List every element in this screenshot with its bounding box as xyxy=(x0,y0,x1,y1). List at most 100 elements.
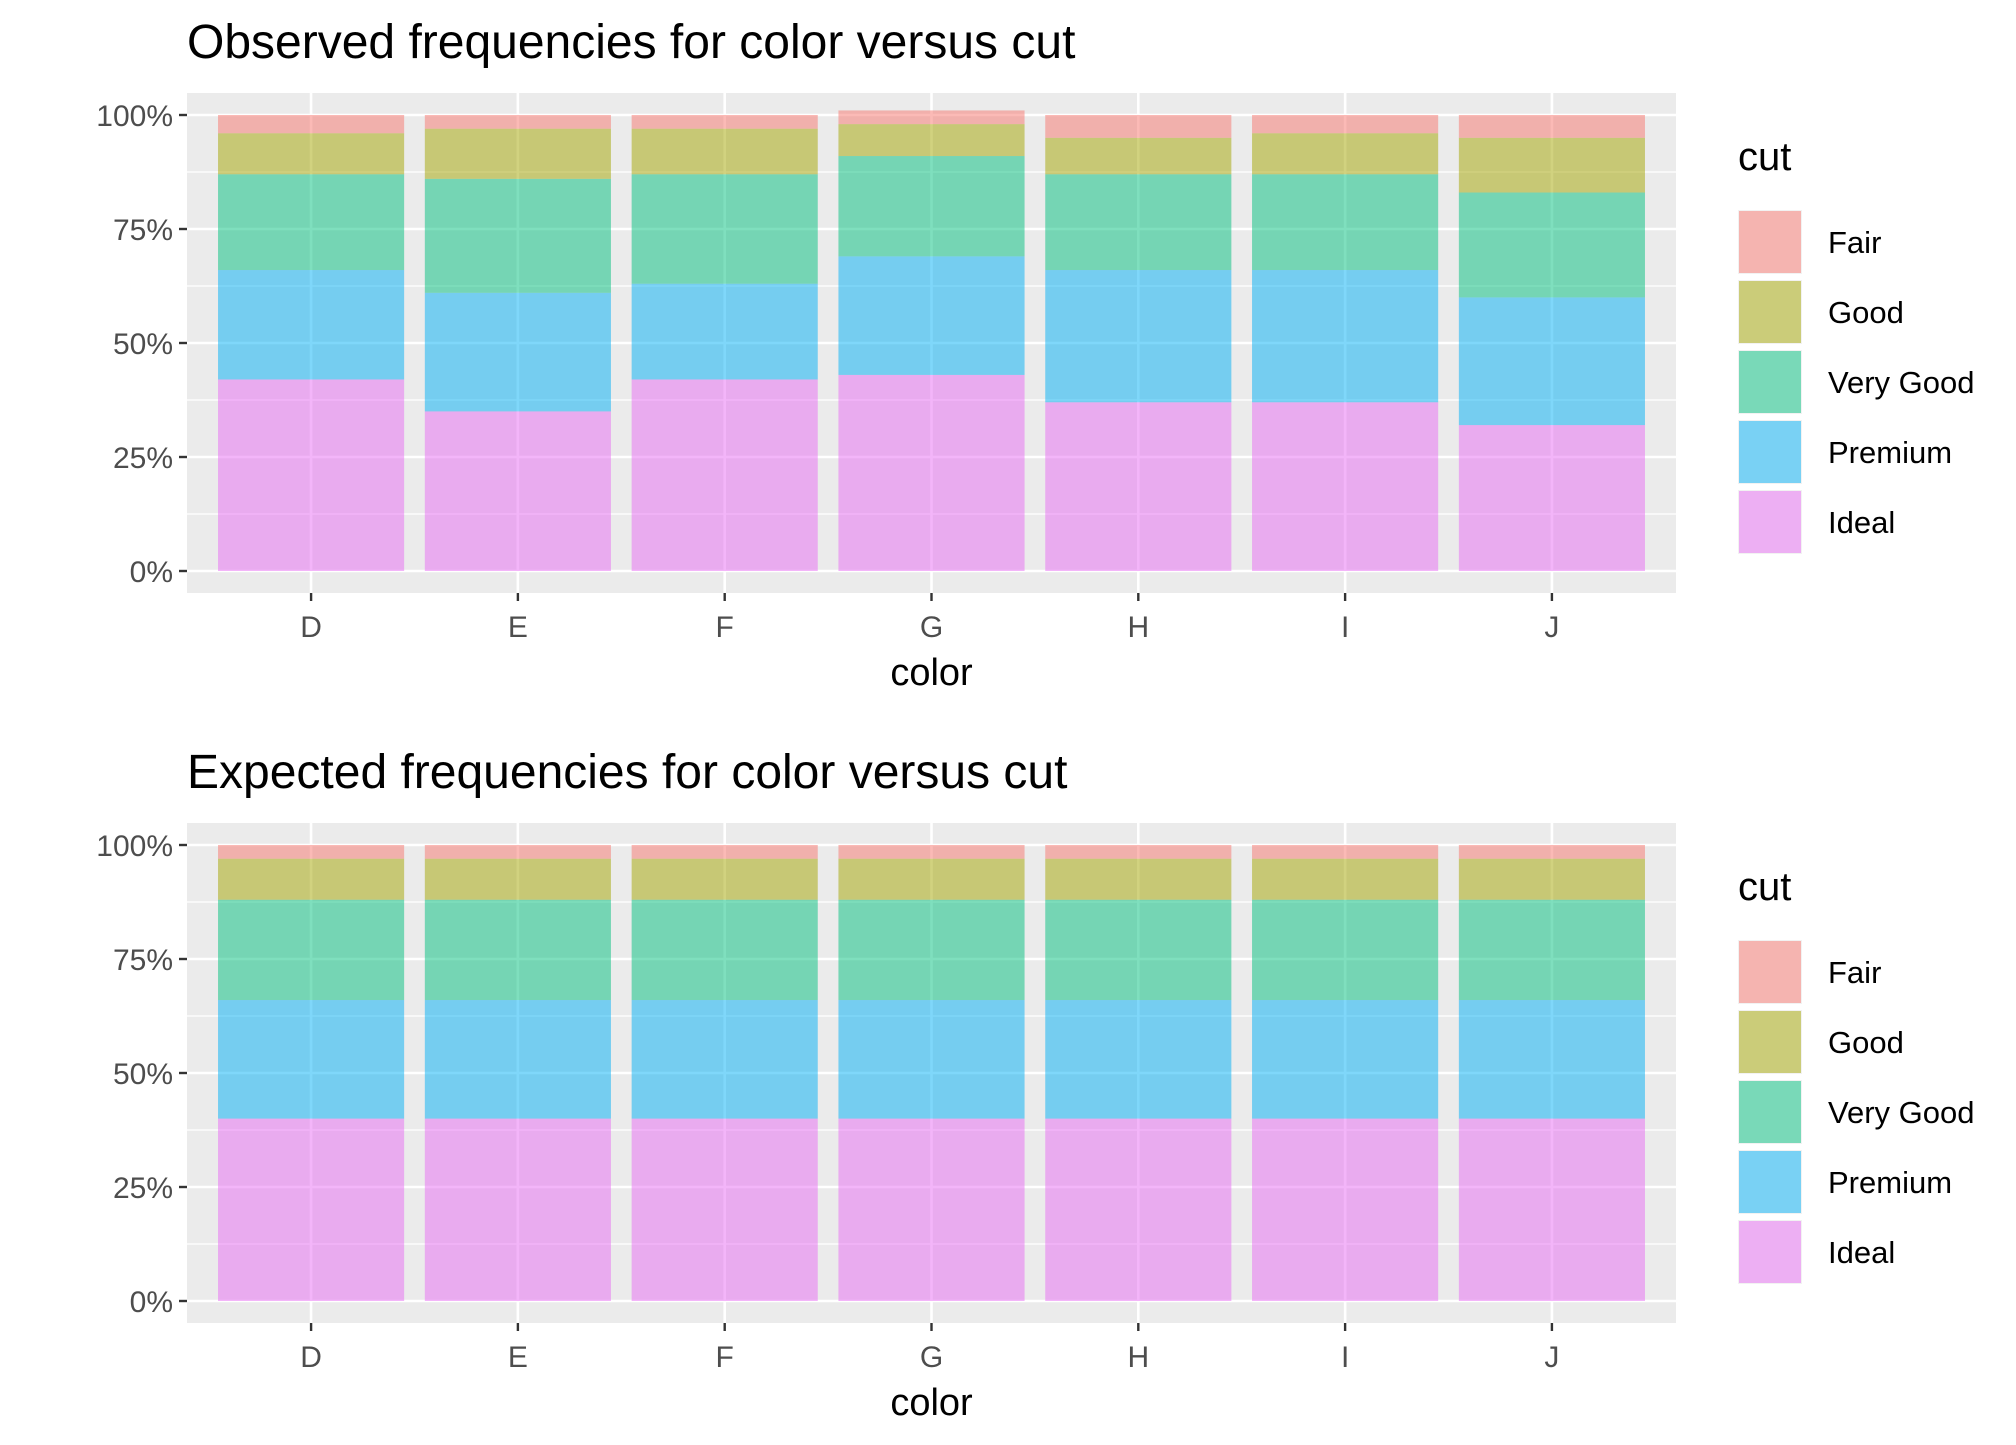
legend-key xyxy=(1739,281,1801,343)
bar-segment xyxy=(1045,1118,1232,1301)
x-tick-label: D xyxy=(300,611,322,644)
y-tick-label: 0% xyxy=(130,1286,173,1319)
y-tick-label: 50% xyxy=(113,1058,173,1091)
bar-segment xyxy=(1458,1118,1645,1301)
bar-segment xyxy=(218,133,405,175)
legend-label: Very Good xyxy=(1828,1095,1974,1130)
chart-title: Observed frequencies for color versus cu… xyxy=(187,16,1075,69)
x-tick-label: J xyxy=(1544,1341,1559,1374)
bar-segment xyxy=(1252,270,1439,403)
x-tick-label: G xyxy=(920,1341,943,1374)
bar-segment xyxy=(1045,270,1232,403)
bar-segment xyxy=(631,845,818,859)
bar-segment xyxy=(424,1118,611,1301)
legend-key xyxy=(1739,491,1801,553)
legend-key xyxy=(1739,351,1801,413)
bar-segment xyxy=(1045,137,1232,175)
bar-segment xyxy=(838,858,1025,900)
bar-segment xyxy=(1252,858,1439,900)
y-tick-label: 25% xyxy=(113,1172,173,1205)
bar-segment xyxy=(838,124,1025,157)
bar-segment xyxy=(1252,133,1439,175)
bar-segment xyxy=(1252,174,1439,271)
bar-segment xyxy=(1458,115,1645,138)
bar-segment xyxy=(838,374,1025,571)
x-tick-label: G xyxy=(920,611,943,644)
bar-segment xyxy=(218,845,405,859)
bar-segment xyxy=(631,1118,818,1301)
bar-segment xyxy=(1045,899,1232,1001)
legend-key xyxy=(1739,1151,1801,1213)
bar-segment xyxy=(424,1000,611,1119)
bar-segment xyxy=(838,899,1025,1001)
bar-segment xyxy=(218,379,405,571)
bar-segment xyxy=(424,411,611,571)
bar-segment xyxy=(218,270,405,380)
legend-key xyxy=(1739,211,1801,273)
bar-segment xyxy=(1252,1000,1439,1119)
bar-segment xyxy=(218,858,405,900)
bar-segment xyxy=(218,1118,405,1301)
bar-segment xyxy=(1458,425,1645,571)
bar-segment xyxy=(218,899,405,1001)
x-tick-label: H xyxy=(1127,611,1149,644)
x-tick-label: E xyxy=(508,611,528,644)
bar-segment xyxy=(218,174,405,271)
legend-key xyxy=(1739,941,1801,1003)
y-tick-label: 75% xyxy=(113,214,173,247)
bar-segment xyxy=(838,256,1025,375)
legend-label: Good xyxy=(1828,295,1904,330)
bar-segment xyxy=(631,128,818,175)
bar-segment xyxy=(631,1000,818,1119)
bar-segment xyxy=(1045,858,1232,900)
bar-segment xyxy=(1458,137,1645,193)
x-tick-label: D xyxy=(300,1341,322,1374)
y-tick-label: 25% xyxy=(113,442,173,475)
x-tick-label: J xyxy=(1544,611,1559,644)
bar-segment xyxy=(1045,174,1232,271)
bar-segment xyxy=(631,858,818,900)
x-tick-label: I xyxy=(1341,1341,1349,1374)
chart-panel-1: Observed frequencies for color versus cu… xyxy=(96,16,1974,694)
bar-segment xyxy=(1458,845,1645,859)
y-tick-label: 50% xyxy=(113,328,173,361)
legend-label: Ideal xyxy=(1828,505,1895,540)
bar-segment xyxy=(838,1118,1025,1301)
legend-label: Fair xyxy=(1828,225,1881,260)
bar-segment xyxy=(1458,858,1645,900)
bar-segment xyxy=(1458,192,1645,298)
bar-segment xyxy=(1458,899,1645,1001)
bar-segment xyxy=(424,292,611,412)
bar-segment xyxy=(1458,297,1645,426)
legend-label: Premium xyxy=(1828,1165,1952,1200)
bar-segment xyxy=(424,178,611,293)
bar-segment xyxy=(838,845,1025,859)
x-tick-label: F xyxy=(716,611,734,644)
x-axis-title: color xyxy=(890,652,973,694)
bar-segment xyxy=(1045,402,1232,571)
bar-segment xyxy=(838,156,1025,257)
bar-segment xyxy=(1252,1118,1439,1301)
legend-key xyxy=(1739,1081,1801,1143)
bar-segment xyxy=(424,899,611,1001)
legend-key xyxy=(1739,1221,1801,1283)
bar-segment xyxy=(1045,845,1232,859)
legend-title: cut xyxy=(1738,865,1791,909)
chart-panel-2: Expected frequencies for color versus cu… xyxy=(96,746,1974,1424)
legend-label: Ideal xyxy=(1828,1235,1895,1270)
bar-segment xyxy=(1252,845,1439,859)
bar-segment xyxy=(424,115,611,129)
legend-label: Fair xyxy=(1828,955,1881,990)
bar-segment xyxy=(1458,1000,1645,1119)
bar-segment xyxy=(424,845,611,859)
bar-segment xyxy=(424,858,611,900)
bar-segment xyxy=(838,110,1025,125)
legend-label: Very Good xyxy=(1828,365,1974,400)
x-tick-label: E xyxy=(508,1341,528,1374)
bar-segment xyxy=(631,174,818,284)
y-tick-label: 0% xyxy=(130,556,173,589)
bar-segment xyxy=(424,128,611,179)
bar-segment xyxy=(1045,115,1232,138)
